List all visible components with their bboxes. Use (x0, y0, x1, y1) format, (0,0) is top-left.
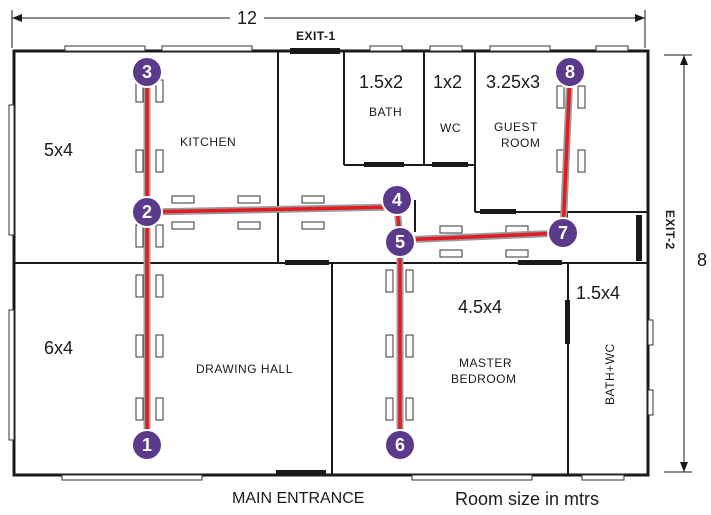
height-dimension: 8 (664, 54, 707, 473)
sensor-column-bedroom (385, 269, 414, 421)
sensors (135, 79, 586, 421)
svg-text:4: 4 (392, 190, 402, 210)
route-node-1: 1 (131, 429, 163, 461)
height-label: 8 (697, 250, 707, 270)
sensor-row-hall (439, 225, 529, 258)
bath-size: 1.5x2 (359, 72, 403, 92)
svg-text:2: 2 (142, 202, 152, 222)
svg-text:6: 6 (395, 435, 405, 455)
kitchen-size: 5x4 (44, 140, 73, 160)
exit-2-label: EXIT-2 (663, 210, 677, 250)
wc-label: WC (440, 121, 461, 135)
kitchen-label: KITCHEN (180, 135, 236, 149)
guest-room-size: 3.25x3 (486, 72, 540, 92)
sensor-column-guest (556, 85, 586, 173)
master-bedroom-label-1: MASTER (459, 356, 512, 370)
svg-text:3: 3 (142, 62, 152, 82)
svg-text:7: 7 (558, 223, 568, 243)
route-node-3: 3 (131, 56, 163, 88)
main-entrance-label: MAIN ENTRANCE (232, 490, 364, 507)
route-node-5: 5 (384, 226, 416, 258)
guest-room-label-1: GUEST (494, 120, 538, 134)
bath-wc-size: 1.5x4 (576, 283, 620, 303)
bath-label: BATH (369, 105, 402, 119)
doors (276, 48, 642, 476)
route-node-2: 2 (131, 196, 163, 228)
master-bedroom-label-2: BEDROOM (451, 372, 517, 386)
route-node-7: 7 (547, 217, 579, 249)
drawing-hall-size: 6x4 (44, 338, 73, 358)
width-dimension: 12 (11, 8, 646, 48)
drawing-hall-label: DRAWING HALL (196, 362, 293, 376)
svg-text:1: 1 (142, 435, 152, 455)
route-line-5-8 (398, 70, 572, 242)
svg-text:5: 5 (395, 232, 405, 252)
route-node-4: 4 (381, 184, 413, 216)
units-legend: Room size in mtrs (455, 489, 599, 509)
master-bedroom-size: 4.5x4 (458, 297, 502, 317)
width-label: 12 (237, 8, 257, 28)
route-node-6: 6 (384, 429, 416, 461)
route-node-8: 8 (554, 56, 586, 88)
wc-size: 1x2 (433, 72, 462, 92)
sensor-row-corridor (171, 195, 325, 230)
guest-room-label-2: ROOM (501, 136, 540, 150)
windows (8, 45, 654, 481)
exit-1-label: EXIT-1 (296, 29, 336, 43)
sensor-column-left (135, 79, 164, 421)
svg-text:8: 8 (565, 62, 575, 82)
bath-wc-label: BATH+WC (603, 343, 617, 405)
